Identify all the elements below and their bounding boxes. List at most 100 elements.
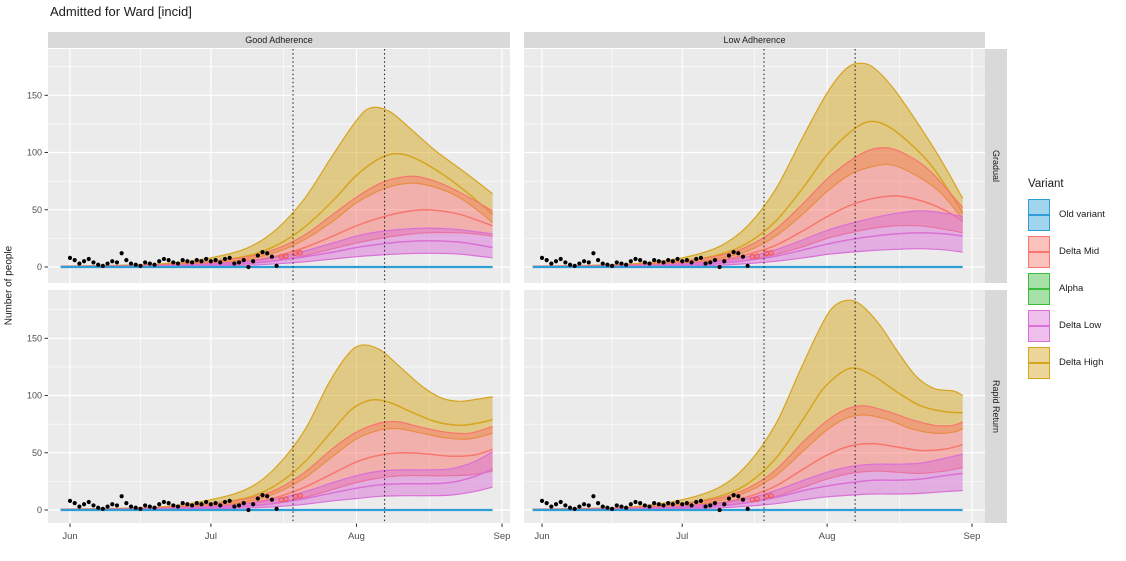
observed-point (745, 506, 750, 511)
observed-point (241, 258, 246, 263)
observed-point (661, 260, 666, 265)
projected-point (292, 493, 299, 500)
legend-entry-delta-low: Delta Low (1028, 309, 1124, 342)
projected-point (283, 496, 289, 502)
observed-point (712, 258, 718, 263)
observed-point (124, 258, 129, 263)
observed-point (157, 502, 162, 507)
y-tick-label: 0 (37, 262, 42, 272)
observed-point (100, 506, 105, 511)
facet-strip-label: Rapid Return (991, 379, 1001, 434)
legend-swatch-old-variant-icon (1028, 198, 1050, 231)
legend-entry-old-variant: Old variant (1028, 198, 1124, 231)
observed-point (265, 251, 270, 256)
facet-strip-low-adherence: Low Adherence (524, 32, 985, 48)
observed-point (656, 502, 661, 507)
ribbon-delta-mid (60, 176, 493, 267)
observed-point (105, 261, 110, 266)
observed-point (175, 261, 181, 266)
observed-point (171, 260, 176, 265)
observed-point (147, 504, 152, 509)
ribbon-delta-mid (60, 421, 493, 510)
observed-point (628, 502, 633, 507)
x-tick-label: Jun (534, 531, 549, 542)
x-tick-label: Aug (348, 531, 365, 542)
observed-point (553, 502, 559, 507)
observed-point (694, 256, 699, 262)
observed-point (227, 255, 232, 260)
y-tick-label: 100 (27, 148, 42, 158)
observed-point (647, 504, 652, 509)
observed-point (246, 507, 251, 513)
facet-strip-label: Good Adherence (245, 35, 313, 45)
observed-point (213, 258, 218, 263)
observed-point (614, 503, 619, 508)
observed-point (539, 498, 545, 503)
observed-point (255, 496, 260, 501)
observed-point (633, 499, 638, 505)
observed-point (745, 263, 750, 268)
projected-point (278, 253, 285, 260)
observed-point (269, 497, 275, 502)
observed-point (128, 261, 134, 266)
observed-point (91, 503, 96, 508)
observed-point (661, 503, 666, 508)
observed-point (161, 256, 167, 262)
median-line-delta-low (60, 468, 493, 511)
projected-point (283, 253, 289, 259)
observed-point (119, 251, 124, 256)
observed-point (72, 501, 77, 506)
observed-point (81, 502, 87, 507)
observed-point (717, 507, 722, 513)
observed-point (726, 496, 732, 501)
observed-point (563, 503, 568, 508)
legend-swatch-delta-mid-icon (1028, 235, 1050, 268)
observed-point (189, 260, 195, 265)
observed-point (544, 258, 549, 263)
observed-point (208, 502, 213, 507)
observed-point (128, 504, 134, 509)
observed-point (246, 264, 251, 270)
observed-point (722, 259, 727, 264)
projected-point (749, 496, 756, 503)
observed-point (260, 493, 265, 498)
observed-point (96, 505, 101, 510)
observed-point (133, 262, 138, 267)
observed-point (708, 260, 713, 265)
facet-strip-good-adherence: Good Adherence (48, 32, 510, 48)
observed-point (642, 260, 647, 265)
observed-point (670, 502, 675, 507)
observed-point (157, 259, 162, 264)
legend-swatch-line (1029, 361, 1049, 364)
legend-swatch-line (1029, 250, 1049, 253)
observed-point (143, 260, 148, 265)
observed-point (180, 501, 185, 506)
observed-point (114, 260, 120, 265)
observed-point (722, 502, 727, 507)
legend-swatch-line (1029, 287, 1049, 290)
observed-point (152, 262, 157, 267)
facet-panel-good-gradual (48, 49, 510, 283)
projected-point (754, 496, 760, 502)
observed-point (619, 261, 624, 266)
observed-point (77, 504, 82, 509)
observed-point (227, 498, 232, 503)
observed-point (67, 255, 73, 260)
observed-point (708, 503, 713, 508)
observed-point (666, 258, 671, 263)
observed-point (740, 254, 746, 259)
observed-point (222, 256, 228, 262)
observed-point (605, 262, 610, 267)
observed-point (698, 498, 704, 503)
observed-point (666, 501, 671, 506)
legend-title: Variant (1028, 178, 1064, 190)
observed-point (624, 505, 629, 510)
x-tick-label: Aug (819, 531, 836, 542)
legend-swatch-delta-high-icon (1028, 346, 1050, 379)
observed-point (591, 251, 596, 256)
observed-point (670, 259, 675, 264)
facet-strip-label: Gradual (991, 149, 1001, 183)
y-tick-label: 100 (27, 391, 42, 401)
legend-swatch-line (1029, 213, 1049, 216)
observed-point (274, 506, 279, 511)
